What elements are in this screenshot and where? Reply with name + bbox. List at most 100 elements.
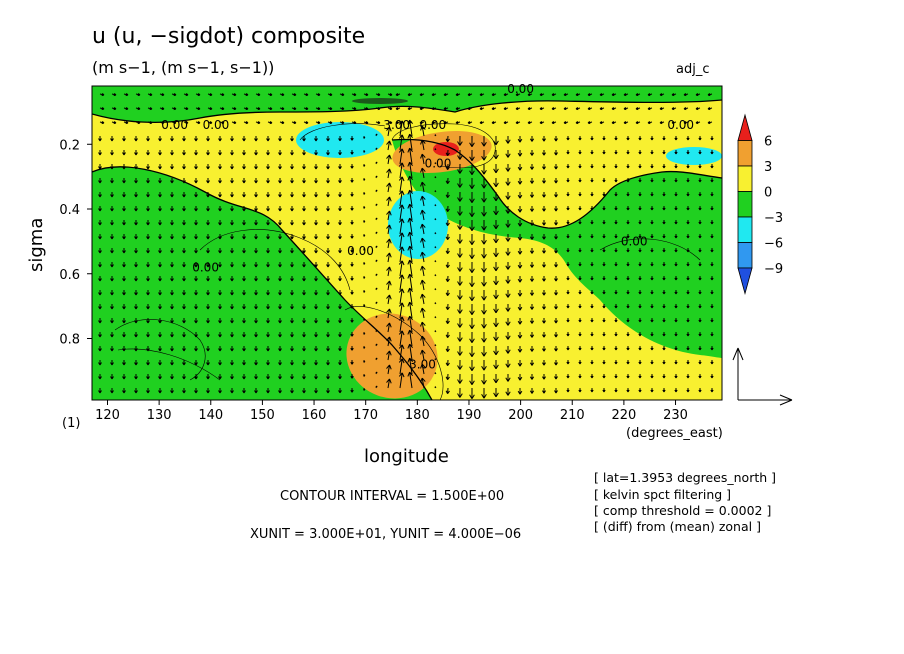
wind-vector-396 bbox=[302, 388, 306, 394]
wind-vector-691 bbox=[469, 205, 475, 218]
wind-vector-576 bbox=[407, 119, 413, 137]
wind-vector-616 bbox=[420, 377, 426, 389]
note-filtering: [ kelvin spct filtering ] bbox=[594, 487, 732, 502]
wind-vector-135 bbox=[171, 120, 177, 125]
wind-vector-653 bbox=[445, 289, 450, 297]
wind-vector-104 bbox=[146, 304, 150, 310]
wind-vector-997 bbox=[638, 178, 642, 183]
wind-vector-417 bbox=[314, 374, 318, 380]
wind-vector-1107 bbox=[698, 178, 702, 183]
note-threshold: [ comp threshold = 0.0002 ] bbox=[594, 503, 772, 518]
wind-vector-155 bbox=[183, 92, 189, 97]
wind-vector-868 bbox=[566, 220, 570, 225]
wind-vector-328 bbox=[266, 360, 270, 366]
wind-vector-1044 bbox=[662, 220, 666, 225]
wind-vector-187 bbox=[194, 234, 198, 240]
wind-vector-578 bbox=[407, 147, 413, 165]
wind-vector-850 bbox=[554, 276, 558, 282]
wind-vector-379 bbox=[302, 150, 306, 156]
wind-vector-111 bbox=[159, 92, 165, 97]
wind-vector-710 bbox=[481, 163, 487, 175]
x-axis-units: (degrees_east) bbox=[626, 426, 723, 441]
wind-vector-968 bbox=[614, 388, 618, 393]
wind-vector-711 bbox=[481, 177, 487, 189]
wind-vector-335 bbox=[278, 150, 282, 156]
colorbar-label-1: 6 bbox=[764, 135, 772, 150]
wind-vector-704 bbox=[469, 387, 475, 400]
wind-vector-318 bbox=[266, 220, 270, 226]
wind-vector-331 bbox=[279, 92, 285, 97]
wind-vector-1073 bbox=[674, 318, 678, 323]
wind-vector-744 bbox=[493, 332, 499, 342]
wind-vector-369 bbox=[290, 318, 294, 324]
wind-vector-680 bbox=[457, 359, 463, 370]
wind-vector-26 bbox=[110, 136, 114, 142]
wind-vector-816 bbox=[539, 106, 545, 111]
wind-vector-917 bbox=[590, 290, 594, 295]
wind-vector-487 bbox=[363, 120, 369, 125]
wind-vector-1144 bbox=[710, 388, 714, 393]
wind-vector-445 bbox=[338, 149, 342, 156]
wind-vector-248 bbox=[230, 164, 234, 170]
wind-vector-355 bbox=[291, 120, 297, 125]
wind-vector-1079 bbox=[683, 92, 689, 97]
wind-vector-847 bbox=[554, 234, 558, 240]
wind-vector-224 bbox=[218, 136, 222, 142]
wind-vector-1084 bbox=[686, 164, 690, 169]
wind-vector-941 bbox=[602, 318, 606, 323]
wind-vector-1080 bbox=[683, 106, 689, 111]
wind-vector-974 bbox=[626, 164, 630, 169]
wind-vector-398 bbox=[315, 106, 321, 111]
wind-vector-146 bbox=[170, 276, 174, 282]
wind-vector-1138 bbox=[710, 304, 714, 309]
wind-vector-137 bbox=[170, 150, 174, 156]
wind-vector-132 bbox=[158, 388, 162, 394]
wind-vector-1105 bbox=[698, 150, 702, 155]
wind-vector-608 bbox=[420, 265, 426, 277]
wind-vector-482 bbox=[350, 359, 354, 365]
wind-vector-182 bbox=[194, 164, 198, 170]
wind-vector-535 bbox=[386, 168, 392, 179]
wind-vector-323 bbox=[266, 290, 270, 296]
wind-vector-1067 bbox=[674, 234, 678, 239]
colorbar-box-3 bbox=[737, 191, 753, 218]
wind-vector-1100 bbox=[686, 388, 690, 393]
wind-vector-567 bbox=[398, 302, 405, 319]
wind-vector-780 bbox=[517, 220, 523, 227]
wind-vector-1117 bbox=[698, 318, 702, 323]
wind-vector-255 bbox=[230, 262, 234, 268]
wind-vector-1048 bbox=[662, 276, 666, 281]
wind-vector-1089 bbox=[686, 234, 690, 239]
wind-vector-164 bbox=[182, 220, 186, 226]
wind-vector-204 bbox=[206, 164, 210, 170]
colorbar-box-4 bbox=[737, 216, 753, 243]
wind-vector-118 bbox=[158, 192, 162, 198]
wind-vector-205 bbox=[206, 178, 210, 184]
wind-vector-727 bbox=[491, 92, 497, 97]
wind-vector-921 bbox=[590, 346, 594, 351]
wind-vector-150 bbox=[170, 332, 174, 338]
wind-vector-28 bbox=[110, 164, 114, 170]
wind-vector-1077 bbox=[674, 374, 678, 379]
wind-vector-1035 bbox=[659, 92, 665, 97]
wind-vector-37 bbox=[110, 290, 114, 296]
wind-vector-185 bbox=[194, 206, 198, 212]
wind-vector-1124 bbox=[707, 106, 713, 111]
wind-vector-44 bbox=[110, 388, 114, 394]
wind-vector-860 bbox=[563, 106, 569, 111]
contour-line-9 bbox=[599, 238, 701, 261]
wind-vector-688 bbox=[469, 163, 475, 176]
wind-vector-506 bbox=[363, 387, 366, 391]
wind-vector-972 bbox=[626, 136, 630, 141]
x-tick-label-150: 150 bbox=[250, 408, 275, 423]
wind-vector-1122 bbox=[698, 388, 702, 393]
wind-vector-98 bbox=[146, 220, 150, 226]
wind-vector-569 bbox=[398, 330, 405, 347]
wind-vector-490 bbox=[363, 163, 366, 167]
wind-vector-120 bbox=[158, 220, 162, 226]
wind-vector-1101 bbox=[695, 92, 701, 97]
wind-vector-597 bbox=[419, 120, 425, 125]
wind-vector-969 bbox=[623, 92, 629, 97]
wind-vector-308 bbox=[254, 388, 258, 394]
wind-vector-723 bbox=[481, 345, 487, 357]
